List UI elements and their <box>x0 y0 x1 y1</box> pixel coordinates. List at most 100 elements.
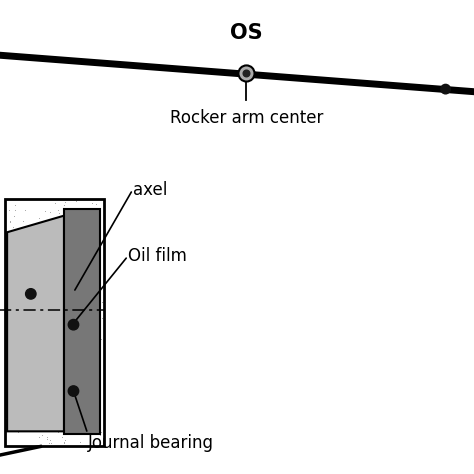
Point <box>80 217 87 225</box>
Point <box>82 224 90 231</box>
Point <box>60 205 67 213</box>
Point <box>54 231 61 238</box>
Point <box>9 322 16 329</box>
Point <box>18 328 26 336</box>
Point <box>53 267 61 274</box>
Point <box>36 301 44 309</box>
Point <box>14 316 21 323</box>
Point <box>52 403 59 411</box>
Point <box>20 417 27 424</box>
Point <box>32 219 40 227</box>
Point <box>90 269 97 276</box>
Point <box>17 334 24 341</box>
Point <box>34 346 42 353</box>
Point <box>53 228 61 236</box>
Point <box>17 324 24 332</box>
Point <box>90 402 98 410</box>
Point <box>51 199 58 207</box>
Point <box>18 342 26 349</box>
Point <box>55 252 63 259</box>
Point <box>14 428 21 436</box>
Point <box>82 327 89 334</box>
Point <box>7 234 14 241</box>
Point <box>9 421 17 428</box>
Point <box>53 244 61 251</box>
Point <box>31 285 39 292</box>
Point <box>73 381 81 388</box>
Point <box>47 310 55 317</box>
Point <box>76 231 83 239</box>
Point <box>25 304 32 312</box>
Point <box>70 319 77 327</box>
Point <box>29 357 36 365</box>
Point <box>43 435 50 443</box>
Point <box>63 298 71 306</box>
Point <box>38 315 46 322</box>
Point <box>18 407 26 414</box>
Point <box>18 303 26 310</box>
Point <box>97 374 104 382</box>
Point <box>95 401 102 409</box>
Point <box>66 222 73 230</box>
Point <box>7 366 14 374</box>
Point <box>5 273 13 281</box>
Point <box>53 415 61 423</box>
Point <box>7 364 15 372</box>
Point <box>22 327 30 334</box>
Point <box>64 230 72 237</box>
Point <box>30 351 38 358</box>
Point <box>72 382 79 389</box>
Text: Rocker arm center: Rocker arm center <box>170 109 323 127</box>
Point <box>37 390 45 398</box>
Point <box>81 212 88 220</box>
Point <box>87 267 95 274</box>
Point <box>92 317 100 325</box>
Point <box>66 280 73 288</box>
Point <box>51 309 58 317</box>
Point <box>19 218 27 225</box>
Point <box>36 322 44 329</box>
Point <box>66 280 73 288</box>
Point <box>3 416 11 424</box>
Point <box>43 261 50 269</box>
Point <box>26 250 34 258</box>
Point <box>91 374 99 382</box>
Point <box>98 298 106 306</box>
Point <box>84 269 92 277</box>
Circle shape <box>238 65 255 82</box>
Point <box>11 270 19 278</box>
Point <box>13 264 20 271</box>
Point <box>67 270 75 278</box>
Point <box>28 240 36 247</box>
Point <box>78 210 86 218</box>
Point <box>51 292 58 300</box>
Point <box>20 307 27 315</box>
Point <box>47 364 55 371</box>
Point <box>30 265 38 273</box>
Point <box>36 214 43 222</box>
Point <box>31 402 39 410</box>
Bar <box>64 209 100 434</box>
Point <box>8 245 15 253</box>
Point <box>21 355 29 362</box>
Point <box>43 355 51 363</box>
Point <box>47 413 55 421</box>
Point <box>5 346 12 354</box>
Point <box>37 290 45 297</box>
Point <box>44 354 51 361</box>
Point <box>9 340 16 347</box>
Point <box>66 321 73 329</box>
Point <box>73 391 81 398</box>
Point <box>72 220 80 228</box>
Point <box>77 239 84 246</box>
Point <box>38 428 46 435</box>
Point <box>48 247 56 255</box>
Point <box>96 383 103 391</box>
Point <box>55 388 63 395</box>
Point <box>76 349 83 356</box>
Point <box>90 293 98 301</box>
Point <box>82 298 90 306</box>
Point <box>89 223 96 230</box>
Point <box>78 326 85 334</box>
Point <box>8 380 15 387</box>
